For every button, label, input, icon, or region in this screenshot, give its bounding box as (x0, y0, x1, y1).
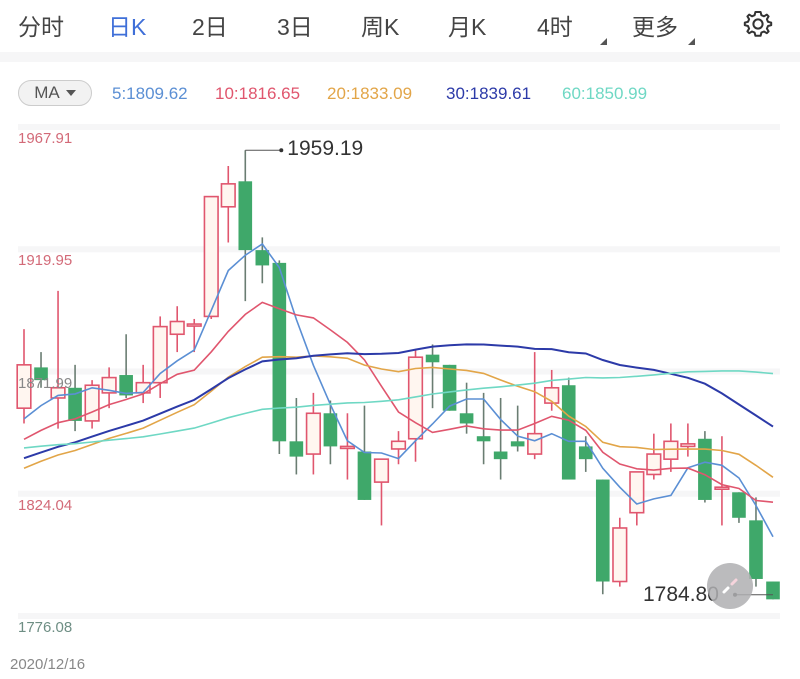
chevron-down-icon (65, 90, 76, 96)
tab-label: 4时 (537, 14, 573, 40)
ma-value-1: 10:1816.65 (215, 84, 301, 103)
tab-label: 3日 (277, 14, 313, 40)
tab-4[interactable]: 周K (361, 8, 399, 42)
tab-label: 2日 (192, 14, 228, 40)
max-price-annotation: 1959.19 (287, 137, 364, 161)
tab-label: 月K (448, 14, 487, 40)
fullscreen-toggle-button[interactable] (707, 563, 753, 609)
start-date-label: 2020/12/16 (10, 656, 86, 673)
y-axis-label: 1824.04 (18, 496, 73, 514)
y-axis-label: 1871.99 (18, 374, 73, 392)
tab-label: 更多 (632, 14, 678, 40)
tab-2[interactable]: 2日 (192, 8, 228, 42)
tab-1[interactable]: 日K (108, 8, 147, 55)
y-axis-label: 1776.08 (18, 619, 73, 636)
gear-icon[interactable] (742, 8, 774, 40)
header-divider (0, 52, 800, 62)
ma-legend: MA 5:1809.62 10:1816.65 20:1833.09 30:1839.… (0, 78, 800, 108)
ma-value-0: 5:1809.62 (112, 84, 188, 103)
dropdown-corner-icon (600, 38, 607, 45)
candlestick-plot[interactable] (0, 118, 800, 648)
period-tabs: 分时 日K 2日 3日 周K 月K 4时 更多 (0, 0, 800, 55)
tab-3[interactable]: 3日 (277, 8, 313, 42)
expand-icon (722, 578, 738, 594)
y-axis-label: 1967.91 (18, 130, 73, 147)
tab-0[interactable]: 分时 (18, 8, 64, 42)
ma-value-2: 20:1833.09 (327, 84, 413, 103)
tab-label: 日K (108, 14, 147, 40)
kline-chart[interactable]: 1967.91 1919.95 1871.99 1824.04 1776.08 1959… (0, 118, 800, 648)
tab-5[interactable]: 月K (448, 8, 486, 42)
min-price-annotation: 1784.80 (643, 582, 719, 606)
tab-label: 分时 (18, 14, 64, 40)
ma-indicator-dropdown[interactable]: MA (18, 80, 92, 106)
ma-value-3: 30:1839.61 (446, 84, 532, 103)
tab-label: 周K (361, 14, 400, 40)
y-axis-label: 1919.95 (18, 252, 73, 270)
ma-value-4: 60:1850.99 (562, 84, 648, 103)
tab-6[interactable]: 4时 (537, 8, 573, 42)
tab-7[interactable]: 更多 (632, 8, 678, 42)
dropdown-corner-icon (688, 38, 695, 45)
ma-button-label: MA (34, 83, 60, 102)
